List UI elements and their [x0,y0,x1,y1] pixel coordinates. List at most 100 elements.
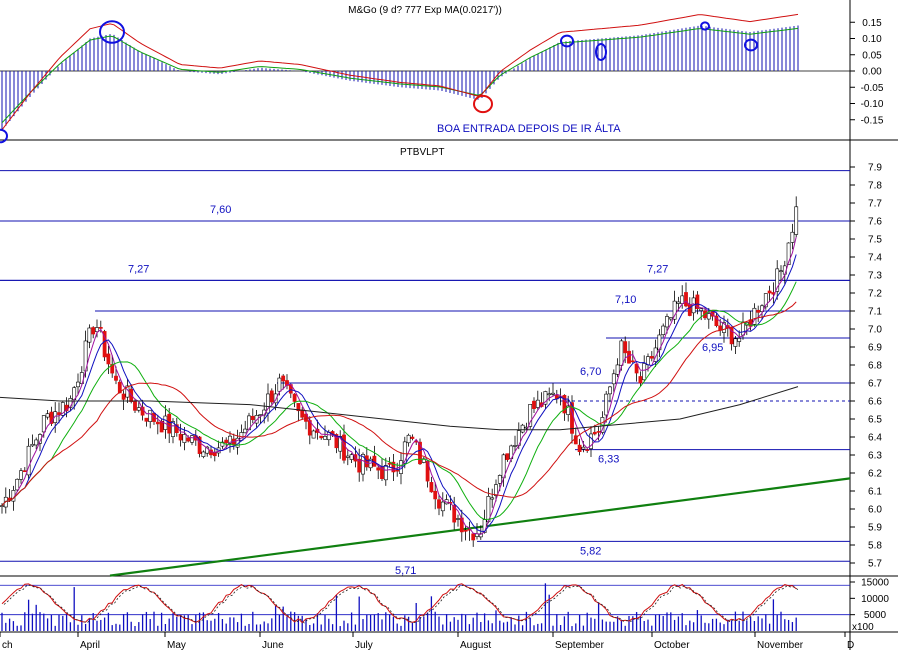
candle-body [22,470,27,473]
candle-body [456,518,460,520]
price-tick-label: 5.9 [868,523,882,534]
candle-body [649,356,654,359]
candle-body [285,380,289,386]
x-tick-label: August [460,640,491,650]
price-title: PTBVLPT [400,147,444,158]
price-tick-label: 6.5 [868,415,882,426]
candle-body [402,441,407,464]
candle-body [395,469,400,472]
level-label: 7,60 [210,204,231,216]
macd-tick-label: 0.00 [862,67,882,78]
candle-body [763,293,768,308]
macd-signal-circle [473,94,493,114]
candle-body [376,467,381,471]
candle-body [144,417,149,422]
ma-fast-line [1,254,797,533]
candle-body [756,309,761,313]
x-tick-label: June [262,640,284,650]
price-tick-label: 7.2 [868,289,882,300]
candle-body [733,338,738,347]
candle-body [528,404,533,427]
candle-body [630,360,635,363]
level-label: 6,33 [598,454,619,466]
price-tick-label: 7.0 [868,325,882,336]
macd-tick-label: -0.15 [861,115,884,126]
candle-body [718,325,723,331]
candle-body [520,424,525,433]
candle-body [182,434,187,443]
macd-signal-circle [700,21,710,31]
candle-body [0,505,4,507]
price-tick-label: 6.4 [868,433,882,444]
candle-body [566,405,571,415]
candle-body [357,458,362,473]
price-tick-label: 5.7 [868,559,882,570]
candle-body [167,413,172,434]
macd-tick-label: 0.10 [862,34,882,45]
candle-body [292,393,297,402]
candle-body [186,437,191,442]
candle-body [19,470,23,480]
x-tick-label: ch [2,640,13,650]
macd-tick-label: 0.15 [862,18,882,29]
candle-body [178,433,183,441]
candle-body [98,327,103,329]
candle-body [383,465,388,481]
x-tick-label: July [355,640,373,650]
candle-body [638,376,643,384]
price-tick-label: 6.1 [868,487,882,498]
candle-body [345,455,350,458]
candle-body [190,435,194,443]
price-tick-label: 7.1 [868,307,882,318]
level-label: 6,95 [702,342,723,354]
price-tick-label: 7.5 [868,235,882,246]
macd-panel [0,13,850,144]
candle-body [581,446,586,450]
candle-body [642,363,647,381]
candle-body [220,441,225,447]
candle-body [672,300,677,320]
candle-body [505,453,510,460]
level-label: 5,82 [580,545,601,557]
candle-body [201,451,206,457]
candle-body [562,394,567,414]
x-tick-label: September [555,640,605,650]
candle-body [429,482,434,493]
candle-body [741,321,745,336]
axes: 7.9 7.8 7.7 7.6 7.5 7.4 7.3 7.2 7.1 7.0 6.9 6.8 6.7 6… [0,18,889,650]
ma-mid-line [1,281,797,521]
candle-body [767,290,772,294]
candle-body [300,409,305,418]
volume-unit-label: x100 [852,622,874,633]
candle-body [15,478,20,491]
candle-body [463,530,468,532]
candle-body [604,393,609,416]
macd-signal-green [1,27,799,124]
candle-body [737,338,742,342]
candle-body [224,439,229,444]
volume-tick-label: 10000 [861,594,889,605]
candle-body [596,431,601,433]
candle-body [57,412,61,415]
volume-tick-label: 5000 [864,610,887,621]
candle-body [543,391,548,405]
x-tick-label: D [847,640,854,650]
candle-body [364,455,369,468]
level-label: 7,27 [647,263,668,275]
candle-body [608,386,612,395]
macd-signal-circle [595,43,607,61]
candle-body [114,375,118,381]
candle-body [121,393,126,400]
level-label: 5,71 [395,565,416,577]
candle-body [592,431,597,435]
x-tick-label: October [654,640,690,650]
macd-title: M&Go (9 d? 777 Exp MA(0.0217')) [348,5,502,16]
candle-body [668,317,673,320]
candle-body [243,428,248,434]
price-tick-label: 7.7 [868,199,882,210]
level-label: 6,70 [580,366,601,378]
candle-body [171,421,175,437]
macd-tick-label: 0.05 [862,50,882,61]
ma-long-line [0,386,799,431]
candle-body [532,400,536,409]
